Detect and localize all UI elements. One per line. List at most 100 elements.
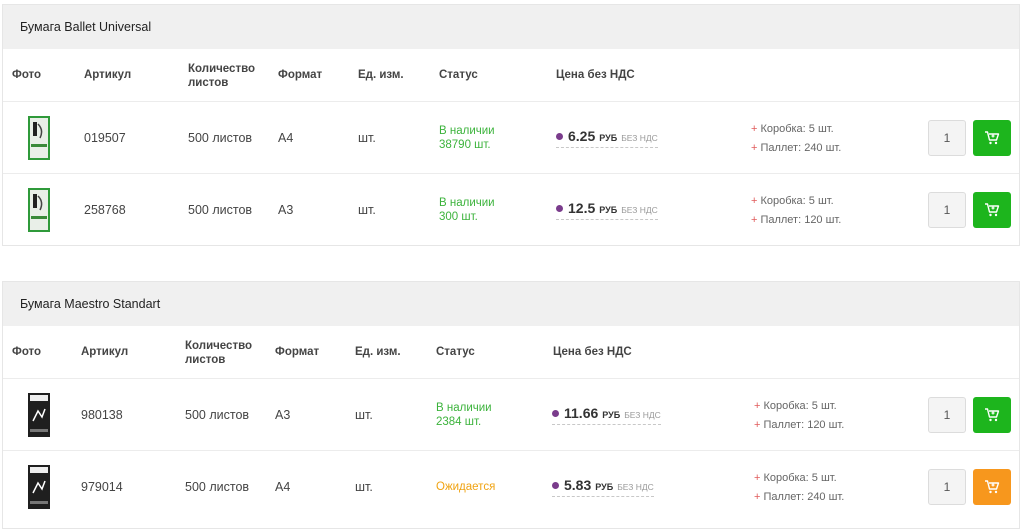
cart-icon <box>985 131 1000 145</box>
package-options: + Коробка: 5 шт. + Паллет: 120 шт. <box>754 379 844 451</box>
quantity-input[interactable] <box>928 469 966 505</box>
sheets: 500 листов <box>188 203 253 217</box>
product-thumb[interactable] <box>21 379 57 451</box>
plus-icon: + <box>754 418 761 431</box>
group-title: Бумага Ballet Universal <box>3 5 1019 49</box>
qty-cell <box>928 174 966 246</box>
ballet-paper-pack-image[interactable] <box>21 111 57 165</box>
unit: шт. <box>355 408 373 422</box>
status-cell: В наличии 38790 шт. <box>439 102 495 174</box>
price-vat: БЕЗ НДС <box>624 410 661 420</box>
add-to-cart-button[interactable] <box>973 192 1011 228</box>
price-value: 6.25 <box>568 128 596 144</box>
price-cell[interactable]: 6.25 РУБ БЕЗ НДС <box>556 102 658 174</box>
price-value: 12.5 <box>568 200 596 216</box>
pallet-option[interactable]: + Паллет: 240 шт. <box>751 141 842 154</box>
table-row: 258768 500 листов A3 шт. В наличии 300 шт… <box>3 174 1019 246</box>
box-option[interactable]: + Коробка: 5 шт. <box>751 122 834 135</box>
price-toggle[interactable]: 6.25 РУБ БЕЗ НДС <box>556 128 658 148</box>
header-status: Статус <box>439 69 478 81</box>
plus-icon: + <box>754 490 761 503</box>
cart-icon <box>985 408 1000 422</box>
unit: шт. <box>358 203 376 217</box>
header-unit: Ед. изм. <box>355 346 401 358</box>
table-row: 980138 500 листов A3 шт. В наличии 2384 ш… <box>3 379 1019 451</box>
add-to-cart-button[interactable] <box>973 120 1011 156</box>
price-value: 5.83 <box>564 477 592 493</box>
price-toggle[interactable]: 11.66 РУБ БЕЗ НДС <box>552 405 661 425</box>
header-format: Формат <box>275 346 320 358</box>
price-dot-icon <box>552 482 559 489</box>
group-title: Бумага Maestro Standart <box>3 282 1019 326</box>
header-photo: Фото <box>12 346 42 358</box>
header-price: Цена без НДС <box>553 346 632 358</box>
pallet-option[interactable]: + Паллет: 120 шт. <box>751 213 842 226</box>
sku: 019507 <box>84 131 126 145</box>
status-cell: В наличии 2384 шт. <box>436 379 492 451</box>
package-options: + Коробка: 5 шт. + Паллет: 240 шт. <box>754 451 844 523</box>
box-option[interactable]: + Коробка: 5 шт. <box>754 399 837 412</box>
header-photo: Фото <box>12 69 42 81</box>
unit: шт. <box>355 480 373 494</box>
price-currency: РУБ <box>595 482 614 492</box>
price-currency: РУБ <box>599 205 618 215</box>
header-sheets: Количество листов <box>185 340 253 366</box>
package-options: + Коробка: 5 шт. + Паллет: 120 шт. <box>751 174 841 246</box>
qty-cell <box>928 451 966 523</box>
sku: 258768 <box>84 203 126 217</box>
header-price: Цена без НДС <box>556 69 635 81</box>
quantity-input[interactable] <box>928 397 966 433</box>
pallet-option[interactable]: + Паллет: 120 шт. <box>754 418 845 431</box>
cart-icon <box>985 480 1000 494</box>
add-to-cart-button[interactable] <box>973 397 1011 433</box>
maestro-paper-pack-image[interactable] <box>21 460 57 514</box>
status-in-stock: В наличии 300 шт. <box>439 197 495 223</box>
price-currency: РУБ <box>599 133 618 143</box>
product-group-maestro: Бумага Maestro Standart Фото Артикул Кол… <box>2 281 1020 529</box>
product-thumb[interactable] <box>21 102 57 174</box>
price-dot-icon <box>556 133 563 140</box>
price-dot-icon <box>552 410 559 417</box>
format: A3 <box>275 408 291 422</box>
status-in-stock: В наличии 38790 шт. <box>439 125 495 151</box>
price-toggle[interactable]: 12.5 РУБ БЕЗ НДС <box>556 200 658 220</box>
package-options: + Коробка: 5 шт. + Паллет: 240 шт. <box>751 102 841 174</box>
sheets: 500 листов <box>185 408 250 422</box>
box-option[interactable]: + Коробка: 5 шт. <box>751 194 834 207</box>
price-currency: РУБ <box>602 410 621 420</box>
quantity-input[interactable] <box>928 192 966 228</box>
price-cell[interactable]: 11.66 РУБ БЕЗ НДС <box>552 379 661 451</box>
sheets: 500 листов <box>188 131 253 145</box>
table-header: Фото Артикул Количество листов Формат Ед.… <box>3 326 1019 379</box>
cart-cell <box>973 379 1011 451</box>
header-unit: Ед. изм. <box>358 69 404 81</box>
cart-cell <box>973 451 1011 523</box>
qty-cell <box>928 379 966 451</box>
format: A4 <box>275 480 291 494</box>
cart-icon <box>985 203 1000 217</box>
cart-cell <box>973 102 1011 174</box>
box-option[interactable]: + Коробка: 5 шт. <box>754 471 837 484</box>
plus-icon: + <box>754 399 761 412</box>
price-toggle[interactable]: 5.83 РУБ БЕЗ НДС <box>552 477 654 497</box>
ballet-paper-pack-image[interactable] <box>21 183 57 237</box>
product-thumb[interactable] <box>21 174 57 246</box>
quantity-input[interactable] <box>928 120 966 156</box>
maestro-paper-pack-image[interactable] <box>21 388 57 442</box>
table-row: 979014 500 листов A4 шт. Ожидается 5.83 … <box>3 451 1019 523</box>
sku: 980138 <box>81 408 123 422</box>
product-thumb[interactable] <box>21 451 57 523</box>
price-cell[interactable]: 5.83 РУБ БЕЗ НДС <box>552 451 654 523</box>
preorder-cart-button[interactable] <box>973 469 1011 505</box>
status-in-stock: В наличии 2384 шт. <box>436 402 492 428</box>
unit: шт. <box>358 131 376 145</box>
header-sku: Артикул <box>84 69 132 81</box>
status-cell: В наличии 300 шт. <box>439 174 495 246</box>
header-sheets: Количество листов <box>188 63 256 89</box>
plus-icon: + <box>751 213 758 226</box>
plus-icon: + <box>751 194 758 207</box>
price-vat: БЕЗ НДС <box>617 482 654 492</box>
price-cell[interactable]: 12.5 РУБ БЕЗ НДС <box>556 174 658 246</box>
price-dot-icon <box>556 205 563 212</box>
pallet-option[interactable]: + Паллет: 240 шт. <box>754 490 845 503</box>
